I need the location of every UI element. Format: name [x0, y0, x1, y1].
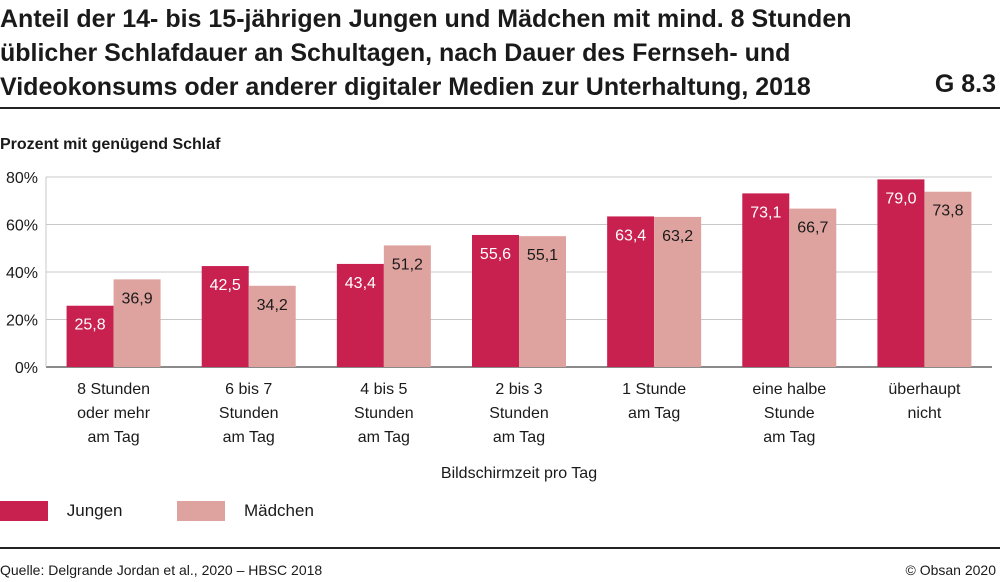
chart-title: Anteil der 14- bis 15-jährigen Jungen un…	[0, 5, 852, 101]
data-label-jungen: 73,1	[750, 204, 781, 221]
bar-maedchen	[383, 245, 431, 367]
data-label-maedchen: 36,9	[122, 290, 153, 307]
y-axis-title: Prozent mit genügend Schlaf	[0, 136, 221, 153]
figure-code: G 8.3	[934, 70, 996, 98]
x-tick-label: überhaupt	[888, 381, 961, 398]
x-tick-label: am Tag	[763, 429, 815, 446]
bar-jungen	[66, 305, 114, 367]
data-label-jungen: 55,6	[480, 246, 511, 263]
x-tick-label: nicht	[908, 405, 942, 422]
x-tick-label: am Tag	[628, 405, 680, 422]
y-tick-label: 60%	[6, 218, 38, 235]
bar-jungen	[877, 179, 925, 367]
x-tick-label: 2 bis 3	[495, 381, 542, 398]
x-axis-title: Bildschirmzeit pro Tag	[441, 465, 597, 482]
x-tick-label: 6 bis 7	[225, 381, 272, 398]
x-tick-label: 8 Stunden	[77, 381, 150, 398]
data-label-jungen: 43,4	[345, 275, 376, 292]
bar-jungen	[472, 234, 519, 367]
legend-swatch-maedchen	[177, 500, 226, 521]
x-tick-label: Stunde	[764, 405, 815, 422]
bar-maedchen	[248, 285, 296, 367]
data-label-maedchen: 73,8	[932, 203, 963, 220]
data-label-jungen: 63,4	[615, 227, 646, 244]
data-label-maedchen: 51,2	[392, 256, 423, 273]
bar-jungen	[336, 263, 384, 367]
copyright-note: © Obsan 2020	[905, 562, 997, 578]
source-note: Quelle: Delgrande Jordan et al., 2020 – …	[0, 562, 323, 578]
bar-chart: 0% 20% 40% 60% 80% 25,8 36,9 8 Stunden oder mehr…	[6, 170, 992, 482]
x-tick-label: am Tag	[358, 429, 410, 446]
x-tick-label: am Tag	[223, 429, 275, 446]
bar-jungen	[607, 216, 655, 367]
data-label-jungen: 42,5	[210, 277, 241, 294]
legend-label-jungen: Jungen	[66, 500, 123, 520]
legend-swatch-jungen	[0, 500, 48, 521]
y-tick-label: 0%	[15, 360, 38, 377]
y-tick-label: 80%	[6, 170, 38, 187]
bar-jungen	[201, 266, 249, 367]
x-tick-label: oder mehr	[77, 405, 151, 422]
x-tick-label: 1 Stunde	[622, 381, 686, 398]
x-tick-label: eine halbe	[752, 381, 826, 398]
data-label-maedchen: 34,2	[257, 297, 288, 314]
data-label-maedchen: 55,1	[527, 247, 558, 264]
bar-maedchen	[519, 236, 566, 367]
data-label-maedchen: 63,2	[662, 228, 693, 245]
data-label-jungen: 25,8	[75, 317, 106, 334]
x-tick-label: am Tag	[493, 429, 545, 446]
bar-maedchen	[789, 208, 837, 367]
x-tick-label: Stunden	[489, 405, 549, 422]
x-tick-label: am Tag	[87, 429, 139, 446]
bar-maedchen	[924, 191, 972, 367]
data-label-jungen: 79,0	[885, 190, 916, 207]
x-tick-label: 4 bis 5	[360, 381, 407, 398]
x-tick-label: Stunden	[219, 405, 279, 422]
y-tick-label: 20%	[6, 313, 38, 330]
bar-maedchen	[113, 279, 161, 367]
legend-label-maedchen: Mädchen	[243, 500, 314, 520]
bar-jungen	[742, 193, 790, 367]
bottom-rule	[0, 547, 1000, 549]
legend: Jungen Mädchen	[0, 500, 314, 521]
y-tick-label: 40%	[6, 265, 38, 282]
x-tick-label: Stunden	[354, 405, 414, 422]
data-label-maedchen: 66,7	[797, 220, 828, 237]
top-rule	[0, 107, 1000, 109]
bar-maedchen	[654, 216, 702, 367]
